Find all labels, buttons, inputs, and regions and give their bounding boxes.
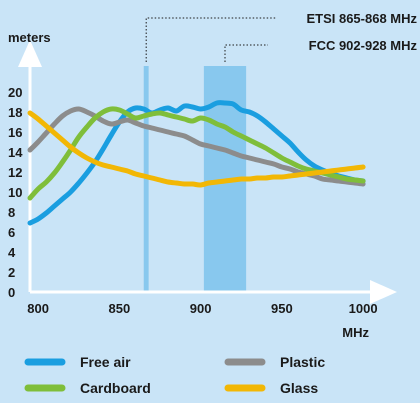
x-tick-label: 1000 (349, 301, 378, 316)
band-label-0: ETSI 865-868 MHz (306, 11, 417, 26)
y-tick-label: 16 (8, 125, 22, 140)
series-line-free-air (27, 100, 366, 226)
x-tick-label: 850 (109, 301, 131, 316)
legend-label-cardboard: Cardboard (80, 380, 151, 396)
legend-label-free-air: Free air (80, 354, 131, 370)
x-tick-label: 900 (190, 301, 212, 316)
y-tick-label: 6 (8, 225, 15, 240)
y-tick-label: 4 (8, 245, 16, 260)
y-tick-label: 0 (8, 285, 15, 300)
band-leader-0 (145, 17, 276, 62)
y-tick-label: 8 (8, 205, 15, 220)
legend: Free air Plastic Cardboard Glass (24, 354, 325, 396)
x-axis-label: MHz (342, 325, 369, 340)
y-tick-labels: 0 2 4 6 8 10 12 14 16 18 20 (8, 85, 23, 300)
band-leader-1 (224, 44, 268, 62)
series-lines (27, 100, 366, 226)
band-label-1: FCC 902-928 MHz (309, 38, 418, 53)
y-tick-label: 18 (8, 105, 22, 120)
band-annotations: ETSI 865-868 MHz FCC 902-928 MHz (145, 11, 418, 62)
legend-label-plastic: Plastic (280, 354, 325, 370)
y-tick-label: 12 (8, 165, 22, 180)
axes (18, 40, 397, 304)
y-tick-label: 2 (8, 265, 15, 280)
y-axis-label: meters (8, 30, 51, 45)
x-tick-label: 800 (27, 301, 49, 316)
legend-label-glass: Glass (280, 380, 318, 396)
x-tick-labels: 800 850 900 950 1000 (27, 301, 377, 316)
y-tick-label: 10 (8, 185, 22, 200)
y-tick-label: 20 (8, 85, 22, 100)
x-tick-label: 950 (271, 301, 293, 316)
y-tick-label: 14 (8, 145, 23, 160)
series-line-glass (27, 110, 366, 188)
series-line-cardboard (27, 106, 366, 201)
